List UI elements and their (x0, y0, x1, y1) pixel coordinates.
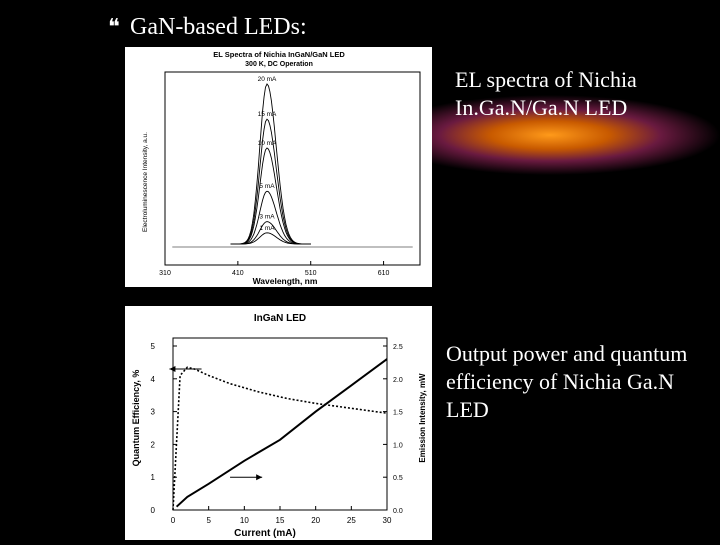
chart2-ytick-right-label: 0.0 (393, 508, 403, 515)
chart2-ytick-left-label: 5 (151, 342, 156, 351)
output-power-svg: InGaN LED 0 5 10 15 20 25 30 0 1 2 3 4 5 0.0 0.5 1.0 1.5… (131, 313, 427, 539)
right-axis-arrowhead (256, 474, 263, 481)
spectrum-label: 20 mA (258, 76, 277, 83)
chart1-xtick-label: 510 (305, 270, 317, 277)
chart2-xtick-label: 30 (383, 516, 392, 525)
chart2-ylabel-left: Quantum Efficiency, % (131, 370, 141, 467)
chart2-ytick-left-label: 4 (151, 375, 156, 384)
spectrum-label: 5 mA (259, 183, 275, 190)
el-spectra-svg: EL Spectra of Nichia InGaN/GaN LED 300 K… (142, 50, 421, 286)
chart1-xtick-label: 410 (232, 270, 244, 277)
caption-el-spectra-line2: In.Ga.N/Ga.N LED (455, 95, 628, 120)
chart2-frame (172, 337, 388, 511)
chart2-ytick-left-label: 3 (151, 408, 156, 417)
chart2-ytick-left-label: 1 (151, 473, 156, 482)
chart2-ytick-right-label: 2.0 (393, 377, 403, 384)
bullet-icon: ❝ (108, 14, 120, 39)
chart1-xlabel: Wavelength, nm (253, 276, 318, 286)
el-spectra-chart: EL Spectra of Nichia InGaN/GaN LED 300 K… (125, 47, 432, 287)
spectrum-label: 10 mA (258, 140, 277, 147)
chart2-xtick-label: 15 (276, 516, 285, 525)
chart2-xtick-label: 25 (347, 516, 356, 525)
chart2-plot: 0 5 10 15 20 25 30 0 1 2 3 4 5 0.0 0.5 1.0 1.5 2.0 2.5 (151, 337, 403, 525)
caption-output-power: Output power and quantum efficiency of N… (446, 341, 688, 422)
left-axis-arrowhead (169, 365, 176, 372)
chart2-ylabel-right: Emission Intensity, mW (418, 373, 427, 463)
chart2-xlabel: Current (mA) (234, 528, 296, 539)
chart1-subtitle: 300 K, DC Operation (245, 61, 313, 68)
chart2-xtick-label: 20 (311, 516, 320, 525)
emission-intensity-line (175, 358, 388, 508)
spectrum-label: 15 mA (258, 111, 277, 118)
spectrum-label: 1 mA (259, 225, 275, 232)
chart1-title: EL Spectra of Nichia InGaN/GaN LED (213, 50, 345, 59)
caption-el-spectra: EL spectra of Nichia In.Ga.N/Ga.N LED (455, 66, 637, 122)
chart2-ytick-right-label: 0.5 (393, 475, 403, 482)
chart2-xtick-label: 0 (171, 516, 176, 525)
chart1-ylabel: Electroluminescence Intensity, a.u. (142, 132, 149, 232)
chart1-plot: 310 410 510 610 1 mA 3 mA 5 mA 10 mA 15 mA 20 mA (159, 71, 421, 277)
chart1-xtick-label: 310 (159, 270, 171, 277)
chart1-frame (164, 71, 421, 266)
quantum-efficiency-line (172, 366, 388, 511)
slide-heading: GaN-based LEDs: (130, 14, 307, 40)
chart1-xtick-label: 610 (378, 270, 390, 277)
chart2-xtick-label: 5 (206, 516, 211, 525)
chart2-ytick-right-label: 1.5 (393, 410, 403, 417)
chart2-ytick-right-label: 2.5 (393, 344, 403, 351)
chart2-ytick-left-label: 2 (151, 440, 156, 449)
caption-el-spectra-line1: EL spectra of Nichia (455, 67, 637, 92)
output-power-chart: InGaN LED 0 5 10 15 20 25 30 0 1 2 3 4 5 0.0 0.5 1.0 1.5… (125, 306, 432, 540)
spectrum-line (230, 232, 311, 245)
chart2-title: InGaN LED (254, 313, 306, 324)
chart2-ytick-right-label: 1.0 (393, 442, 403, 449)
spectrum-line (230, 83, 311, 245)
chart2-xtick-label: 10 (240, 516, 249, 525)
chart2-ytick-left-label: 0 (151, 506, 156, 515)
spectrum-label: 3 mA (259, 214, 275, 221)
